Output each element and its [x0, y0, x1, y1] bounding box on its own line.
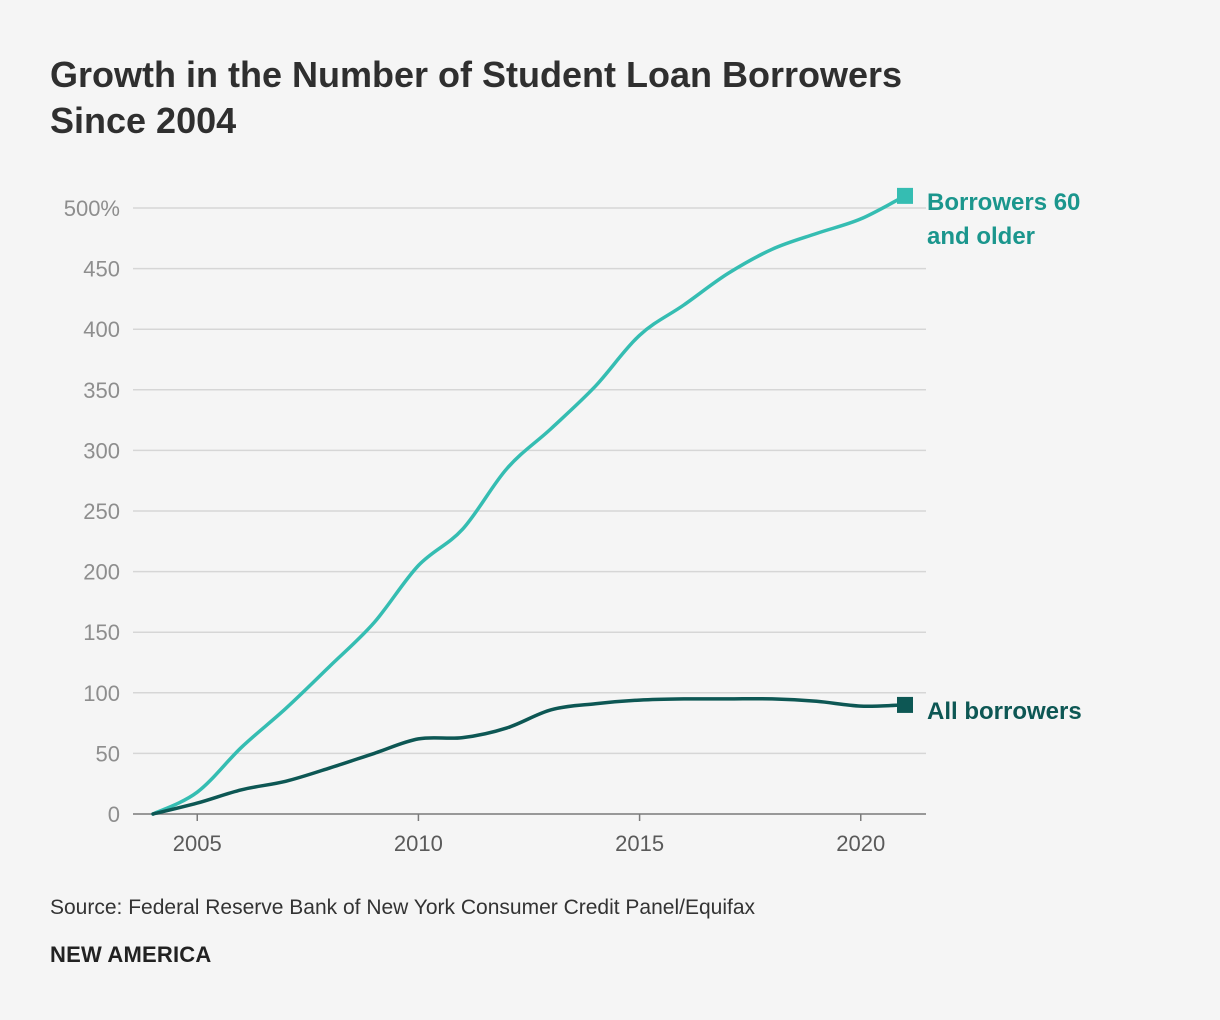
- x-tick-label: 2015: [615, 831, 664, 856]
- series-all-line: [151, 696, 907, 816]
- source-note: Source: Federal Reserve Bank of New York…: [50, 896, 756, 919]
- y-tick-label: 150: [83, 620, 120, 645]
- y-tick-label: 50: [96, 741, 120, 766]
- y-tick-label: 350: [83, 378, 120, 403]
- y-tick-label: 450: [83, 257, 120, 282]
- y-tick-label: 300: [83, 438, 120, 463]
- series-all-end-marker: [897, 696, 913, 713]
- series-older-line: [151, 194, 907, 816]
- x-tick-label: 2005: [173, 831, 222, 856]
- y-tick-label: 0: [108, 802, 120, 827]
- series-all-label: All borrowers: [927, 698, 1082, 725]
- series-older-end-marker: [897, 187, 913, 204]
- brand-logo-text: NEW AMERICA: [50, 942, 212, 967]
- y-tick-label: 400: [83, 317, 120, 342]
- y-tick-label: 200: [83, 560, 120, 585]
- y-tick-label: 100: [83, 681, 120, 706]
- chart-title-line-1: Growth in the Number of Student Loan Bor…: [50, 54, 903, 95]
- y-tick-label: 250: [83, 499, 120, 524]
- series-older-label: Borrowers 60: [927, 189, 1080, 216]
- x-tick-label: 2010: [394, 831, 443, 856]
- series-older-label: and older: [927, 223, 1035, 250]
- chart-title-line-2: Since 2004: [50, 100, 237, 141]
- y-tick-label: 500%: [64, 196, 120, 221]
- line-chart: 0 50 100 150 200 250 300 350 400 450 500% 2005 2010 2…: [64, 187, 1082, 856]
- chart-title: Growth in the Number of Student Loan Bor…: [50, 52, 1030, 144]
- x-tick-label: 2020: [836, 831, 885, 856]
